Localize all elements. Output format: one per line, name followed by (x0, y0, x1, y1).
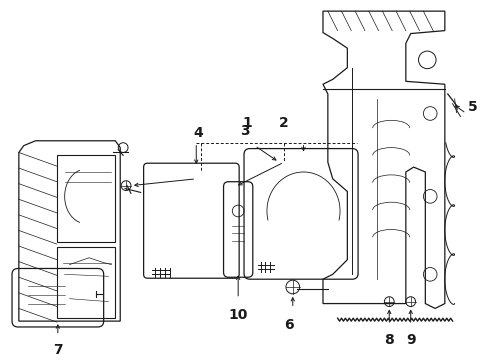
Text: 10: 10 (228, 309, 248, 323)
Text: 4: 4 (194, 126, 203, 140)
Text: 8: 8 (384, 333, 394, 347)
Text: 5: 5 (468, 100, 478, 114)
Text: 2: 2 (279, 116, 289, 130)
Text: 9: 9 (406, 333, 416, 347)
Text: 3: 3 (240, 124, 250, 138)
Text: 1: 1 (242, 116, 252, 130)
Text: 7: 7 (53, 343, 63, 356)
Text: 6: 6 (284, 318, 294, 332)
